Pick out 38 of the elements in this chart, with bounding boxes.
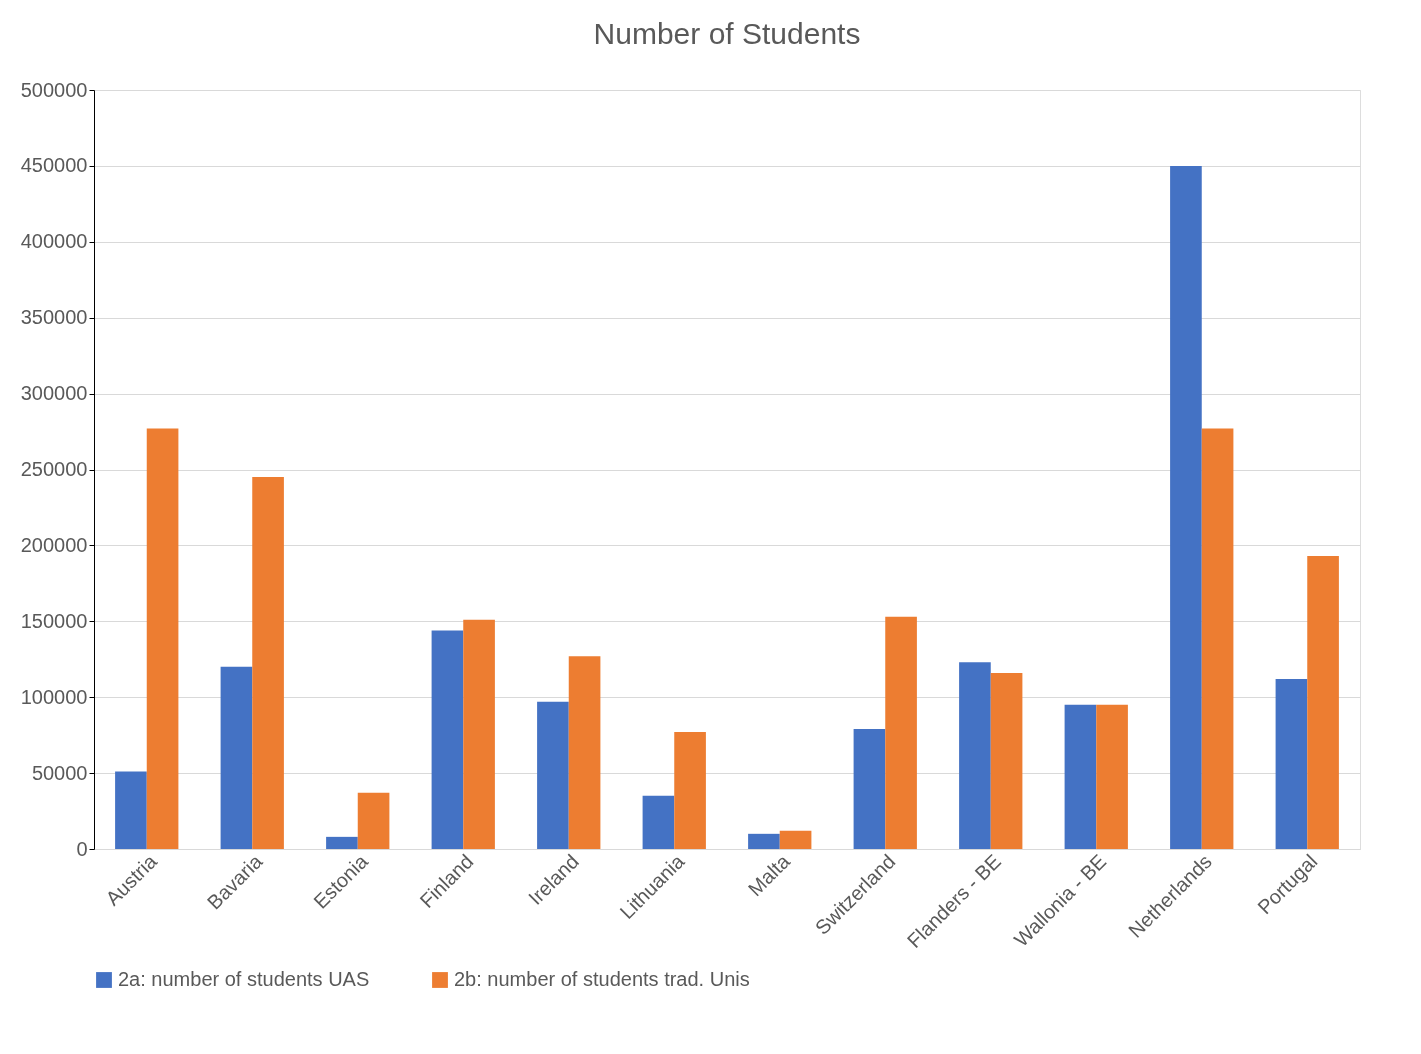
chart-title: Number of Students bbox=[593, 17, 861, 50]
bar bbox=[1170, 165, 1202, 849]
y-tick-label: 100000 bbox=[20, 685, 88, 708]
bar bbox=[1307, 556, 1339, 849]
bar bbox=[674, 732, 706, 849]
legend-label: 2b: number of students trad. Unis bbox=[454, 968, 750, 990]
y-tick-label: 300000 bbox=[20, 382, 88, 405]
bar bbox=[990, 672, 1023, 849]
y-tick-label: 150000 bbox=[20, 609, 88, 632]
y-tick-label: 400000 bbox=[20, 230, 88, 253]
bar bbox=[853, 729, 886, 849]
legend-label: 2a: number of students UAS bbox=[118, 968, 370, 990]
bar bbox=[748, 833, 780, 849]
bar bbox=[779, 830, 812, 849]
y-tick-label: 350000 bbox=[20, 306, 88, 329]
bar bbox=[431, 630, 464, 849]
bar bbox=[568, 656, 601, 849]
bar bbox=[220, 666, 253, 849]
y-tick-label: 500000 bbox=[20, 78, 88, 101]
bar bbox=[959, 662, 991, 849]
bar bbox=[885, 616, 917, 849]
bar bbox=[1096, 704, 1128, 849]
y-tick-label: 0 bbox=[76, 837, 88, 860]
bar bbox=[326, 836, 358, 849]
y-tick-label: 450000 bbox=[20, 154, 88, 177]
y-tick-label: 250000 bbox=[20, 458, 88, 480]
bar bbox=[1064, 704, 1097, 849]
bar bbox=[1275, 678, 1308, 849]
bar bbox=[252, 477, 284, 849]
bar bbox=[642, 795, 675, 849]
y-tick-label: 50000 bbox=[31, 761, 88, 784]
bar bbox=[115, 771, 147, 849]
bar bbox=[146, 428, 179, 849]
y-tick-label: 200000 bbox=[20, 533, 88, 556]
bar bbox=[463, 619, 495, 849]
bar bbox=[357, 792, 390, 849]
bar bbox=[1201, 428, 1234, 849]
bar bbox=[537, 701, 569, 849]
